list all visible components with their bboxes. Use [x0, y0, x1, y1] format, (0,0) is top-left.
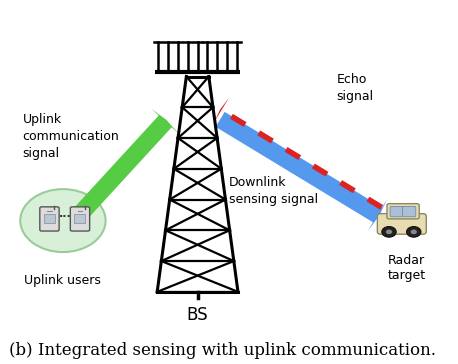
- Bar: [44, 214, 55, 223]
- FancyBboxPatch shape: [387, 203, 419, 219]
- Circle shape: [386, 230, 392, 234]
- FancyBboxPatch shape: [40, 207, 59, 231]
- Text: (b) Integrated sensing with uplink communication.: (b) Integrated sensing with uplink commu…: [9, 341, 436, 359]
- Bar: [75, 214, 86, 223]
- Text: Uplink
communication
signal: Uplink communication signal: [22, 112, 119, 160]
- Circle shape: [382, 226, 396, 237]
- FancyBboxPatch shape: [377, 214, 426, 234]
- Text: Radar
target: Radar target: [387, 254, 425, 282]
- Text: Echo
signal: Echo signal: [337, 73, 374, 103]
- Text: BS: BS: [187, 306, 208, 324]
- Circle shape: [407, 226, 421, 237]
- Text: Uplink users: Uplink users: [24, 274, 101, 287]
- Circle shape: [411, 230, 417, 234]
- Text: ···: ···: [59, 212, 71, 222]
- FancyBboxPatch shape: [403, 206, 416, 217]
- Text: Downlink
sensing signal: Downlink sensing signal: [229, 176, 318, 206]
- FancyBboxPatch shape: [390, 206, 403, 217]
- Circle shape: [20, 189, 105, 252]
- FancyBboxPatch shape: [71, 207, 90, 231]
